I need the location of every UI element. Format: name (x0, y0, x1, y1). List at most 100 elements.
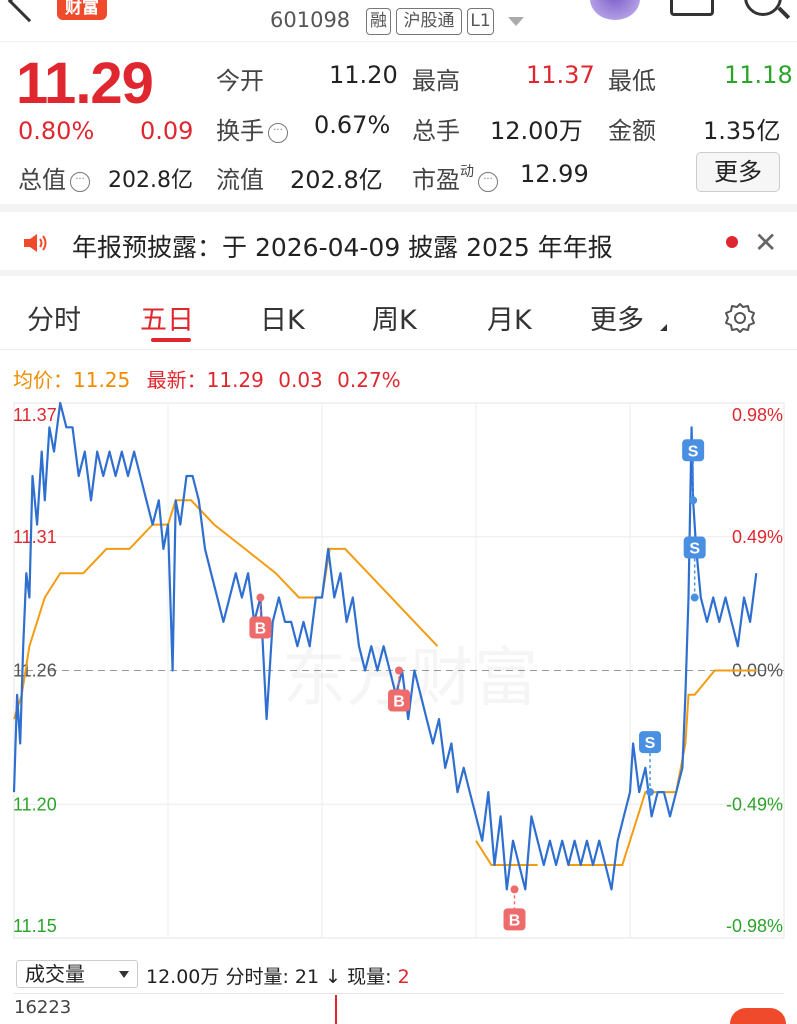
volume-value: 12.00万 (490, 117, 583, 145)
bar-volume-label: 分时量: (225, 966, 289, 988)
chart-svg: 东方财富11.3711.3111.2611.2011.150.98%0.49%0… (12, 401, 785, 939)
tab-five-day[interactable]: 五日 (140, 305, 194, 336)
tag-level1: L1 (467, 8, 494, 35)
market-cap-info-icon[interactable]: ··· (70, 172, 90, 192)
last-price-label: 最新： (146, 368, 207, 392)
current-volume-label: 现量: (347, 966, 392, 988)
search-icon[interactable] (744, 0, 782, 16)
pe-info-icon[interactable]: ··· (478, 172, 498, 192)
volume-bar (335, 995, 337, 1024)
buy-marker (388, 689, 410, 712)
turnover-label: 换手 ··· (216, 111, 288, 146)
section-divider (0, 270, 797, 276)
amount-value: 1.35亿 (703, 117, 781, 145)
stock-switch-chevron-icon[interactable] (508, 17, 524, 26)
trade-marker-dot (510, 885, 519, 894)
more-tabs-caret-icon (660, 324, 667, 331)
y-tick-left: 11.37 (13, 405, 57, 425)
gear-icon[interactable] (724, 302, 756, 334)
float-cap-value: 202.8亿 (290, 166, 383, 194)
close-icon[interactable]: ✕ (754, 226, 778, 259)
bar-volume-value: 21 (294, 966, 320, 988)
pe-label: 市盈动 ··· (412, 160, 498, 195)
y-tick-left: 11.20 (13, 794, 57, 814)
last-change-value: 0.03 (278, 368, 323, 392)
trade-marker-dot (256, 593, 265, 602)
avatar[interactable] (590, 0, 640, 20)
tab-more[interactable]: 更多 (590, 305, 644, 336)
volume-indicator-select[interactable]: 成交量 (16, 960, 138, 988)
y-tick-left: 11.15 (13, 916, 57, 936)
trade-marker-dot (395, 666, 403, 675)
avg-price-label: 均价： (13, 368, 73, 392)
y-tick-right: 0.49% (732, 527, 783, 547)
trade-marker-dot (689, 496, 698, 505)
open-label: 今开 (216, 67, 264, 95)
high-label: 最高 (412, 67, 460, 95)
sell-marker (682, 439, 705, 462)
section-divider (0, 204, 797, 212)
sell-marker (683, 536, 706, 559)
five-day-price-chart[interactable]: 东方财富 11.37 11.31 11.26 11.20 11.15 0.98% 0.49% 0… (0, 400, 797, 955)
speaker-icon (24, 234, 47, 252)
low-label: 最低 (608, 67, 656, 95)
y-tick-right: -0.98% (726, 916, 783, 936)
buy-marker (249, 616, 272, 639)
trade-marker-label: S (689, 541, 700, 558)
tab-intraday[interactable]: 分时 (27, 305, 81, 336)
trade-marker-label: B (255, 621, 267, 638)
float-cap-label: 流值 (216, 166, 264, 194)
y-tick-right: 0.00% (732, 661, 783, 681)
last-change-percent: 0.27% (337, 368, 401, 392)
unread-dot (726, 236, 738, 248)
trade-marker-dot (646, 788, 655, 797)
avg-price-line (13, 499, 439, 720)
y-tick-right: 0.98% (732, 405, 783, 425)
tag-margin: 融 (366, 8, 391, 35)
price-line (12, 401, 758, 891)
more-quote-button[interactable]: 更多 (696, 152, 780, 192)
y-tick-left: 11.26 (13, 661, 57, 681)
trade-marker-label: S (645, 735, 656, 752)
volume-info: 12.00万 分时量: 21 ↓ 现量: 2 (146, 962, 410, 989)
low-value: 11.18 (724, 61, 793, 89)
turnover-value: 0.67% (314, 111, 391, 139)
share-icon[interactable] (670, 0, 714, 16)
y-tick-left: 11.31 (13, 527, 57, 547)
sell-marker (639, 731, 662, 754)
change-percent: 0.80% (18, 117, 95, 145)
avg-price-line (568, 669, 757, 866)
amount-label: 金额 (608, 117, 656, 145)
chart-period-tabs: 分时 五日 日K 周K 月K 更多 (0, 290, 797, 350)
volume-pane (14, 993, 784, 1024)
stock-code: 601098 (270, 8, 351, 32)
bar-volume-arrow: ↓ (325, 966, 342, 988)
top-nav: 财富 601098 融 沪股通 L1 (0, 0, 797, 42)
trade-marker-label: B (393, 694, 405, 711)
floating-action-button[interactable] (730, 1008, 786, 1024)
tab-weekly-k[interactable]: 周K (372, 305, 417, 336)
trade-marker-dot (690, 593, 699, 602)
current-volume-value: 2 (397, 966, 410, 988)
turnover-info-icon[interactable]: ··· (268, 123, 288, 143)
avg-price-line (475, 840, 538, 866)
tab-monthly-k[interactable]: 月K (487, 305, 532, 336)
tag-shanghai-connect: 沪股通 (396, 8, 462, 35)
chart-legend: 均价：11.25 最新：11.29 0.03 0.27% (13, 364, 401, 393)
change-amount: 0.09 (140, 117, 194, 145)
pe-value: 12.99 (520, 160, 589, 188)
back-arrow-icon[interactable] (7, 0, 51, 23)
volume-label: 总手 (412, 117, 460, 145)
tab-daily-k[interactable]: 日K (260, 305, 305, 336)
current-price: 11.29 (16, 51, 154, 116)
app-logo-badge: 财富 (57, 0, 107, 20)
market-cap-value: 202.8亿 (108, 168, 193, 193)
trade-marker-label: B (509, 912, 521, 929)
market-cap-label: 总值 ··· (18, 160, 90, 195)
volume-max-label: 16223 (14, 997, 72, 1018)
trade-marker-label: S (688, 443, 699, 460)
active-tab-indicator (151, 338, 191, 342)
annual-report-notice[interactable]: 年报预披露：于 2026-04-09 披露 2025 年年报 (72, 233, 613, 262)
avg-price-value: 11.25 (73, 368, 131, 392)
open-value: 11.20 (329, 61, 398, 89)
